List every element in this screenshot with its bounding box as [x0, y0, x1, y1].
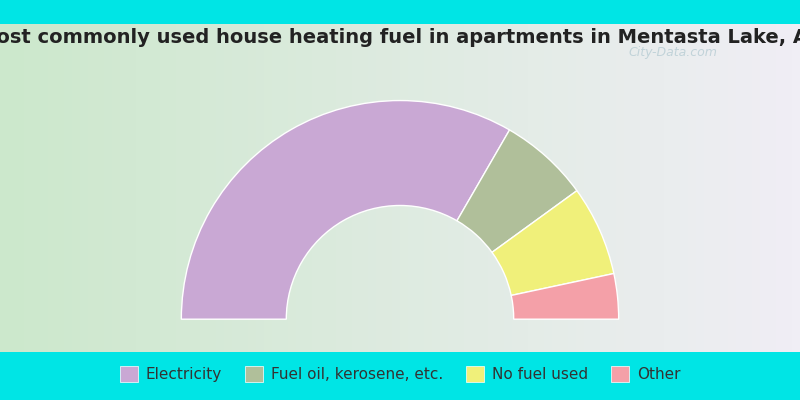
Text: City-Data.com: City-Data.com — [628, 46, 717, 59]
Wedge shape — [457, 130, 577, 252]
Text: Most commonly used house heating fuel in apartments in Mentasta Lake, AK: Most commonly used house heating fuel in… — [0, 28, 800, 47]
Legend: Electricity, Fuel oil, kerosene, etc., No fuel used, Other: Electricity, Fuel oil, kerosene, etc., N… — [114, 360, 686, 388]
Wedge shape — [492, 191, 614, 296]
Wedge shape — [182, 100, 510, 319]
Wedge shape — [511, 274, 618, 319]
